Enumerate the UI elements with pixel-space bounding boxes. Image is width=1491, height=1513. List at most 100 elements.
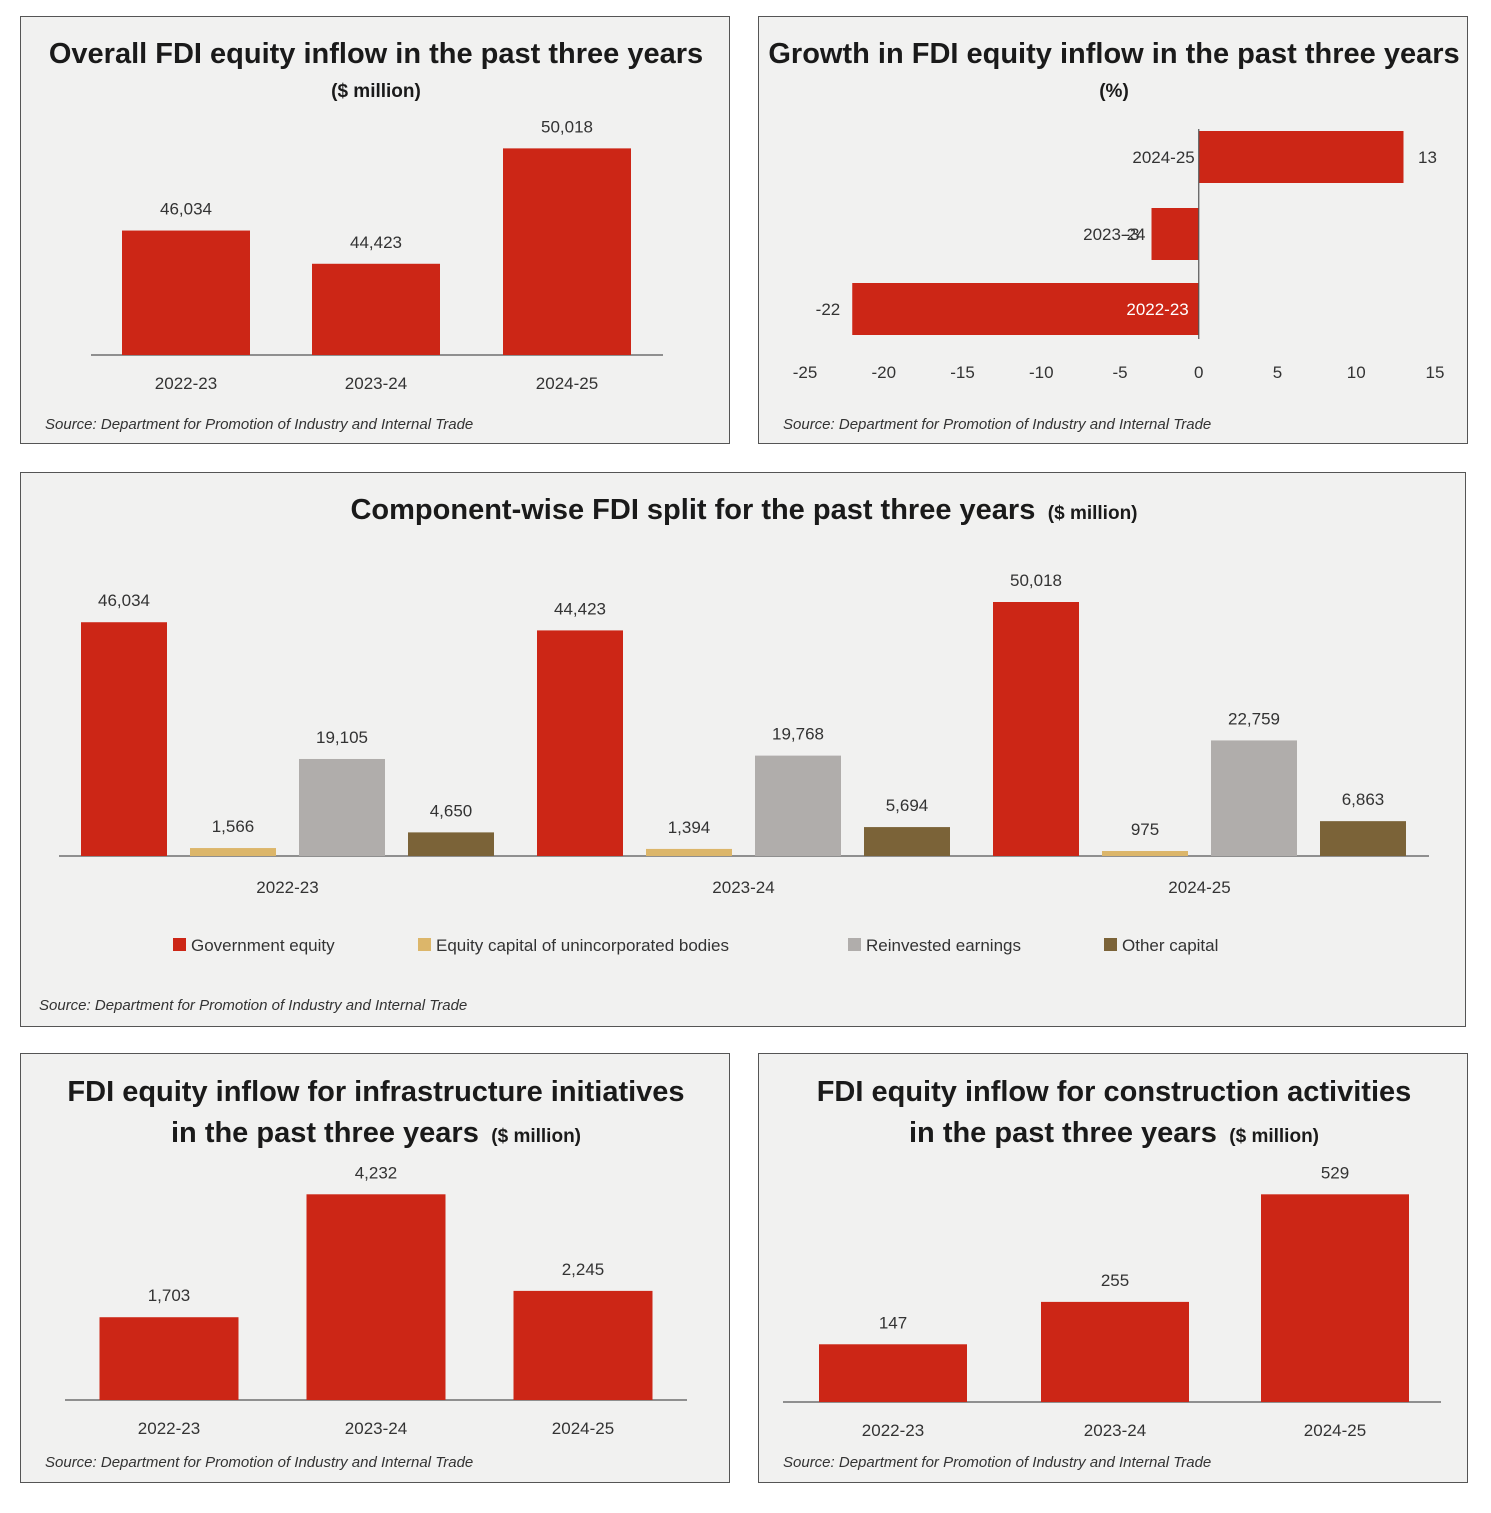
overall-data-label: 44,423 (350, 233, 402, 252)
legend-label-reinvested-earnings: Reinvested earnings (866, 936, 1021, 955)
growth-x-tick-label: -25 (793, 363, 818, 382)
infra-bar (513, 1290, 653, 1400)
infra-data-label: 2,245 (562, 1260, 605, 1279)
growth-fdi-panel: Growth in FDI equity inflow in the past … (758, 16, 1468, 444)
construction-fdi-panel: FDI equity inflow for construction activ… (758, 1053, 1468, 1483)
growth-x-tick-label: 0 (1194, 363, 1203, 382)
overall-category-label: 2022-23 (155, 374, 217, 393)
component-category-label: 2023-24 (712, 878, 774, 897)
component-bar-equity-unincorporated (646, 848, 732, 856)
construction-data-label: 255 (1101, 1271, 1129, 1290)
legend-swatch-reinvested-earnings (848, 938, 861, 951)
component-data-label: 1,394 (668, 818, 711, 837)
construction-category-label: 2022-23 (862, 1421, 924, 1440)
component-source-note: Source: Department for Promotion of Indu… (39, 997, 467, 1014)
component-data-label: 22,759 (1228, 709, 1280, 728)
growth-bar (852, 283, 1199, 335)
growth-chart-unit: (%) (1099, 81, 1129, 102)
component-category-label: 2022-23 (256, 878, 318, 897)
overall-category-label: 2024-25 (536, 374, 598, 393)
component-data-label: 1,566 (212, 817, 255, 836)
component-data-label: 19,768 (772, 725, 824, 744)
component-bar-government-equity (537, 630, 623, 856)
legend-label-equity-unincorporated: Equity capital of unincorporated bodies (436, 936, 729, 955)
infra-chart-title-line1: FDI equity inflow for infrastructure ini… (67, 1076, 684, 1108)
component-chart-unit: ($ million) (1048, 503, 1138, 524)
component-data-label: 50,018 (1010, 571, 1062, 590)
component-bar-government-equity (81, 622, 167, 856)
component-bar-other-capital (408, 832, 494, 856)
infra-bar (306, 1194, 446, 1400)
component-data-label: 5,694 (886, 796, 929, 815)
infra-chart-heading-line2: in the past three years ($ million) (171, 1117, 581, 1149)
infra-fdi-chart: FDI equity inflow for infrastructure ini… (45, 1076, 687, 1471)
construction-bar (819, 1344, 967, 1402)
component-bar-equity-unincorporated (1102, 851, 1188, 856)
component-fdi-panel: Component-wise FDI split for the past th… (20, 472, 1466, 1027)
overall-data-label: 46,034 (160, 200, 212, 219)
component-data-label: 4,650 (430, 801, 473, 820)
growth-x-tick-label: -20 (871, 363, 896, 382)
component-data-label: 44,423 (554, 599, 606, 618)
growth-x-tick-label: -15 (950, 363, 975, 382)
legend-label-other-capital: Other capital (1122, 936, 1218, 955)
infra-chart-title-line2: in the past three years (171, 1117, 479, 1149)
legend-swatch-other-capital (1104, 938, 1117, 951)
infra-category-label: 2024-25 (552, 1419, 614, 1438)
construction-chart-unit: ($ million) (1229, 1126, 1319, 1147)
component-chart-title: Component-wise FDI split for the past th… (350, 494, 1035, 526)
construction-chart-title-line2: in the past three years (909, 1117, 1217, 1149)
construction-category-label: 2023-24 (1084, 1421, 1146, 1440)
infra-fdi-panel: FDI equity inflow for infrastructure ini… (20, 1053, 730, 1483)
component-data-label: 6,863 (1342, 790, 1385, 809)
overall-data-label: 50,018 (541, 117, 593, 136)
component-fdi-chart: Component-wise FDI split for the past th… (39, 494, 1429, 1014)
legend-swatch-equity-unincorporated (418, 938, 431, 951)
component-chart-heading: Component-wise FDI split for the past th… (350, 494, 1137, 526)
overall-fdi-chart: Overall FDI equity inflow in the past th… (45, 38, 703, 433)
growth-category-label: 2022-23 (1126, 300, 1188, 319)
component-bar-other-capital (864, 827, 950, 856)
overall-chart-title: Overall FDI equity inflow in the past th… (49, 38, 703, 70)
component-data-label: 19,105 (316, 728, 368, 747)
overall-bar (503, 148, 631, 355)
component-data-label: 46,034 (98, 591, 150, 610)
growth-x-tick-label: 15 (1426, 363, 1445, 382)
infra-category-label: 2023-24 (345, 1419, 407, 1438)
overall-chart-unit: ($ million) (331, 81, 421, 102)
overall-bar (122, 230, 250, 355)
growth-fdi-chart: Growth in FDI equity inflow in the past … (768, 38, 1459, 433)
component-data-label: 975 (1131, 820, 1159, 839)
construction-category-label: 2024-25 (1304, 1421, 1366, 1440)
construction-chart-title-line1: FDI equity inflow for construction activ… (817, 1076, 1412, 1108)
construction-data-label: 529 (1321, 1163, 1349, 1182)
component-bar-equity-unincorporated (190, 848, 276, 856)
growth-data-label: 13 (1418, 148, 1437, 167)
growth-source-note: Source: Department for Promotion of Indu… (783, 416, 1211, 433)
construction-source-note: Source: Department for Promotion of Indu… (783, 1454, 1211, 1471)
component-bar-reinvested-earnings (755, 755, 841, 856)
infra-bar (99, 1317, 239, 1400)
overall-source-note: Source: Department for Promotion of Indu… (45, 416, 473, 433)
construction-data-label: 147 (879, 1313, 907, 1332)
overall-fdi-panel: Overall FDI equity inflow in the past th… (20, 16, 730, 444)
construction-bar (1041, 1301, 1189, 1402)
growth-x-tick-label: -5 (1112, 363, 1127, 382)
growth-x-tick-label: 5 (1273, 363, 1282, 382)
legend-label-government-equity: Government equity (191, 936, 335, 955)
component-bar-other-capital (1320, 821, 1406, 856)
construction-bar (1261, 1194, 1409, 1402)
growth-x-tick-label: 10 (1347, 363, 1366, 382)
construction-fdi-chart: FDI equity inflow for construction activ… (783, 1076, 1441, 1471)
infra-chart-unit: ($ million) (491, 1126, 581, 1147)
growth-chart-title: Growth in FDI equity inflow in the past … (768, 38, 1459, 70)
construction-chart-heading-line2: in the past three years ($ million) (909, 1117, 1319, 1149)
growth-data-label: -3 (1124, 225, 1139, 244)
overall-category-label: 2023-24 (345, 374, 407, 393)
growth-bar (1198, 131, 1404, 183)
component-bar-reinvested-earnings (299, 758, 385, 856)
growth-x-tick-label: -10 (1029, 363, 1054, 382)
growth-data-label: -22 (816, 300, 841, 319)
growth-category-label: 2023-24 (1083, 225, 1145, 244)
infra-data-label: 4,232 (355, 1163, 398, 1182)
